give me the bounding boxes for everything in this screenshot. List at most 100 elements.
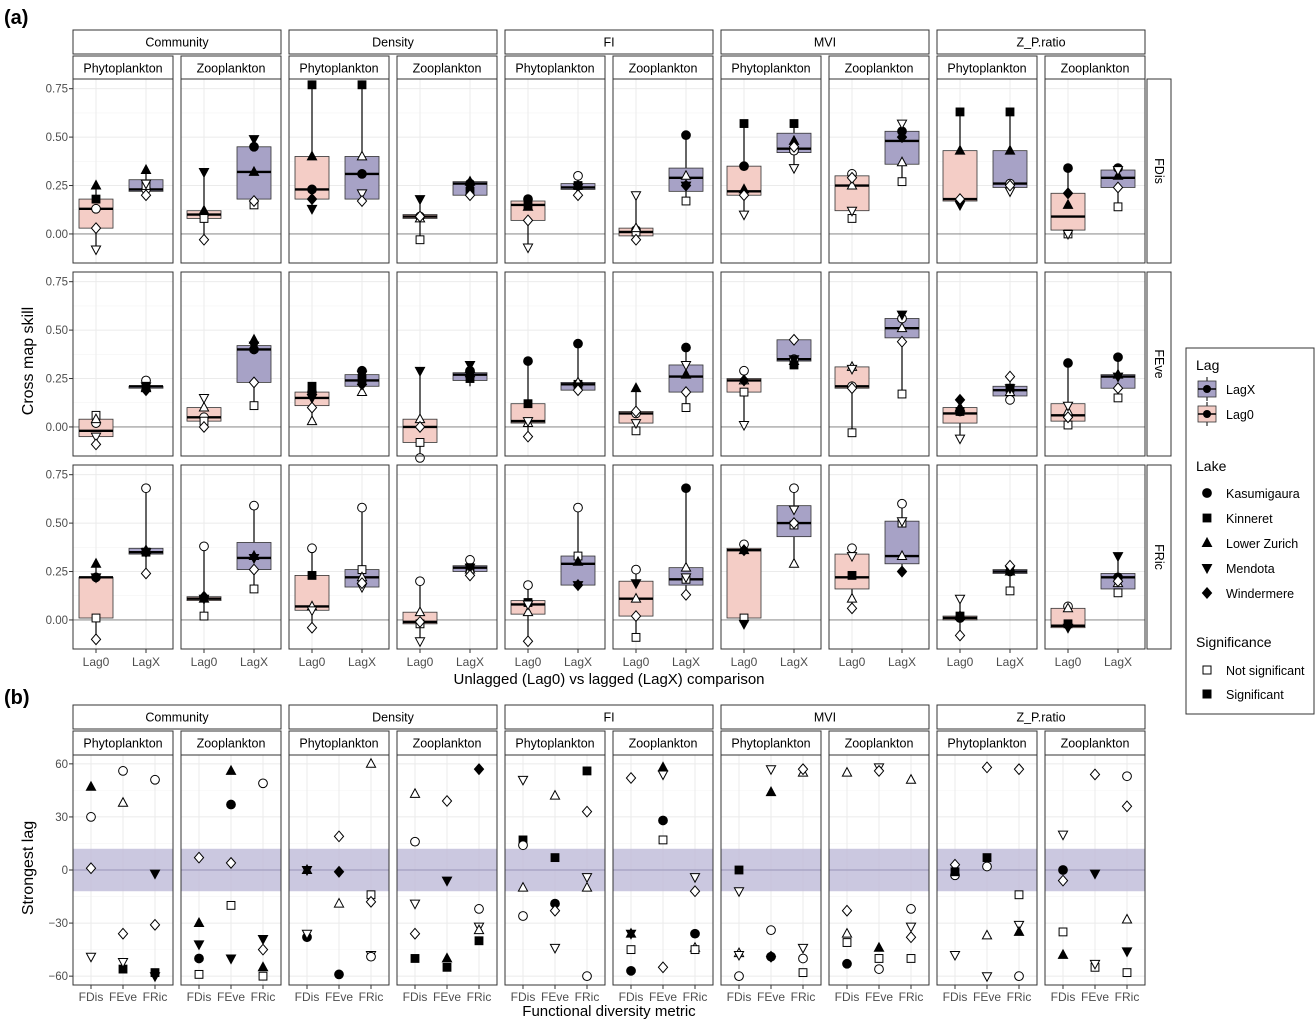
panel-a-facet-bg [289,272,389,456]
panel-b-point-lower-zurich [333,897,345,908]
panel-b-taxon-label: Zooplankton [413,737,482,751]
panel-b-point-lower-zurich [257,961,269,972]
panel-a-row-strip [1146,271,1172,457]
panel-a-ytick-label: 0.75 [46,84,68,96]
panel-b-point-kinneret [734,865,744,875]
panel-a-taxon-label: Phytoplankton [83,62,162,76]
panel-b-point-kinneret [658,835,668,845]
panel-b-point-kasumigaura [626,965,636,976]
panel-b-taxon-label: Zooplankton [1061,737,1130,751]
legend-lake-label: Kinneret [1226,512,1273,526]
panel-a-xtick-label: LagX [780,655,808,669]
panel-a-point-windermere [738,544,750,557]
panel-a-point-windermere [248,563,260,576]
panel-a-taxon-label: Zooplankton [845,62,914,76]
panel-a-taxon-strip [828,55,930,81]
panel-a-point-kasumigaura [1063,358,1073,368]
panel-a-point-windermere [198,233,210,246]
panel-a-point-mendota [306,606,318,617]
panel-a-point-lower-zurich [680,561,692,572]
panel-a-point-kinneret [307,570,317,580]
panel-a-point-kinneret [1005,586,1015,596]
panel-b-point-kinneret [550,853,560,863]
panel-a-point-kasumigaura [739,161,749,172]
panel-a-label: (a) [4,7,28,29]
panel-a-taxon-label: Zooplankton [197,62,266,76]
panel-a-facet-border [396,78,498,264]
legend-lake-label: Mendota [1226,562,1275,576]
panel-b-point-mendota [549,943,561,954]
panel-a-point-lower-zurich [198,204,210,215]
panel-a-point-kasumigaura [465,555,475,565]
panel-b-ytick-label: −60 [48,971,68,983]
panel-a-point-kasumigaura [1113,352,1123,363]
panel-a-point-mendota [414,637,426,648]
panel-b-xtick-label: FRic [791,990,816,1004]
panel-b-point-kasumigaura [982,861,992,872]
panel-a-point-kasumigaura [847,543,857,554]
panel-a-point-lower-zurich [356,150,368,161]
panel-b-xtick-label: FRic [251,990,276,1004]
panel-a-point-kinneret [91,613,101,623]
panel-b-point-mendota [149,869,161,880]
panel-a-point-kasumigaura [681,130,691,141]
panel-b-xtick-label: FRic [467,990,492,1004]
panel-a-point-lower-zurich [306,415,318,426]
panel-b-point-windermere [797,763,809,776]
panel-a-facet-bg [289,465,389,649]
panel-a-point-lower-zurich [896,322,908,333]
panel-a-xtick-label: LagX [1104,655,1132,669]
panel-a-point-windermere [846,602,858,615]
panel-a-point-windermere [738,189,750,202]
panel-a-point-kinneret [249,584,259,594]
panel-a-point-windermere [630,233,642,246]
panel-a-facet-bg [73,465,173,649]
panel-a-facet-border [828,78,930,264]
panel-a-point-windermere [1112,575,1124,588]
panel-b-point-mendota [1089,959,1101,970]
panel-b-point-windermere [257,943,269,956]
panel-b-point-windermere [981,761,993,774]
panel-a-point-windermere [90,633,102,646]
panel-b-point-windermere [1013,763,1025,776]
panel-a-row-strip [1146,464,1172,650]
panel-a-point-mendota [248,341,260,352]
panel-a-ytick-label: 0.75 [46,470,68,482]
panel-a-point-windermere [572,189,584,202]
panel-b-point-mendota [409,899,421,910]
legend-lake-label: Kasumigaura [1226,487,1300,501]
panel-b-point-windermere [581,805,593,818]
panel-a-facet-border [504,464,606,650]
legend-significance-label: Not significant [1226,664,1305,678]
panel-b-point-windermere [333,830,345,843]
panel-b-taxon-strip [504,730,606,756]
panel-b-point-mendota [905,922,917,933]
panel-b-point-lower-zurich [581,881,593,892]
panel-a-facet-bg [505,272,605,456]
panel-a-point-kasumigaura [573,338,583,349]
panel-a-point-lower-zurich [846,179,858,190]
panel-a-taxon-label: Phytoplankton [947,62,1026,76]
panel-a-point-kinneret [847,570,857,580]
panel-b-point-mendota [117,958,129,969]
panel-a-xtick-label: Lag0 [947,655,974,669]
panel-a-group-label: Z_P.ratio [1016,36,1065,50]
panel-a-point-mendota [1062,229,1074,241]
panel-a-point-lower-zurich [630,382,642,393]
panel-b-point-kinneret [906,954,916,963]
panel-a-facet-bg [937,465,1037,649]
panel-a-facet-border [828,464,930,650]
panel-a-xtick-label: LagX [888,655,916,669]
panel-b-point-mendota [981,972,993,983]
panel-a-point-windermere [248,194,260,208]
panel-a-facet-border [396,464,498,650]
panel-a-point-mendota [140,548,152,559]
panel-b-point-mendota [517,775,529,786]
panel-a-facet-border [936,464,1038,650]
panel-a-point-mendota [306,204,318,215]
panel-a-point-lower-zurich [522,200,534,211]
panel-a-point-kasumigaura [523,580,533,590]
panel-a-point-kinneret [897,389,907,399]
panel-b-taxon-label: Zooplankton [845,737,914,751]
panel-a-facet-border [1044,78,1146,264]
